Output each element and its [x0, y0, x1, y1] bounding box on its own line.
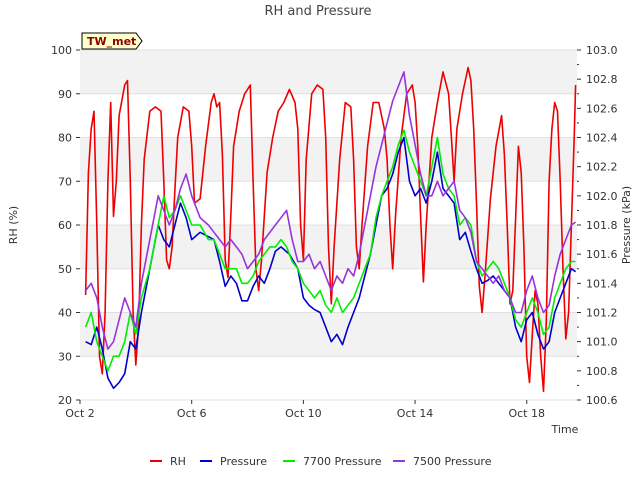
right-tick-label: 101.0: [586, 336, 618, 349]
right-tick-label: 102.2: [586, 161, 618, 174]
right-tick-label: 102.0: [586, 190, 618, 203]
left-tick-label: 100: [51, 44, 72, 57]
series-line-pressure: [85, 136, 577, 390]
right-tick-label: 101.8: [586, 219, 618, 232]
grid-band: [80, 356, 577, 400]
right-tick-label: 101.6: [586, 248, 618, 261]
left-tick-label: 90: [58, 88, 72, 101]
grid-band: [80, 268, 577, 313]
x-tick-label: Oct 10: [285, 407, 322, 420]
series-line-7700-pressure: [84, 129, 576, 372]
right-tick-label: 101.4: [586, 277, 618, 290]
left-axis-label: RH (%): [7, 206, 20, 244]
x-axis-label: Time: [551, 423, 579, 436]
left-tick-label: 50: [58, 263, 72, 276]
left-tick-label: 30: [58, 350, 72, 363]
legend-label: Pressure: [220, 455, 267, 468]
right-tick-label: 102.6: [586, 102, 618, 115]
legend-label: 7500 Pressure: [413, 455, 492, 468]
right-tick-label: 100.6: [586, 394, 618, 407]
series-line-7500-pressure: [84, 71, 577, 350]
left-tick-label: 80: [58, 132, 72, 145]
right-tick-label: 101.2: [586, 307, 618, 320]
right-tick-label: 100.8: [586, 365, 618, 378]
legend: RH Pressure 7700 Pressure 7500 Pressure: [150, 455, 492, 468]
right-axis-label: Pressure (kPa): [620, 186, 633, 264]
x-tick-label: Oct 18: [508, 407, 545, 420]
left-tick-label: 60: [58, 219, 72, 232]
grid-band: [80, 50, 577, 94]
grid-band: [80, 93, 577, 138]
x-tick-label: Oct 6: [177, 407, 207, 420]
chart-title: RH and Pressure: [264, 4, 371, 19]
x-tick-label: Oct 14: [397, 407, 434, 420]
left-tick-label: 40: [58, 307, 72, 320]
axes-layer: 20 30 40 50 60 70 80 90 100 100.6 100.8 101.0 101.2 1…: [51, 44, 618, 420]
right-tick-label: 103.0: [586, 44, 618, 57]
series-layer: [84, 66, 577, 393]
site-label: TW_met: [87, 35, 136, 48]
right-tick-label: 102.8: [586, 73, 618, 86]
legend-label: RH: [170, 455, 186, 468]
legend-label: 7700 Pressure: [303, 455, 382, 468]
site-label-box: TW_met: [81, 32, 143, 50]
left-tick-label: 20: [58, 394, 72, 407]
x-tick-label: Oct 2: [65, 407, 95, 420]
grid-band: [80, 137, 577, 182]
left-tick-label: 70: [58, 175, 72, 188]
right-tick-label: 102.4: [586, 132, 618, 145]
site-label-shape: [81, 32, 143, 50]
